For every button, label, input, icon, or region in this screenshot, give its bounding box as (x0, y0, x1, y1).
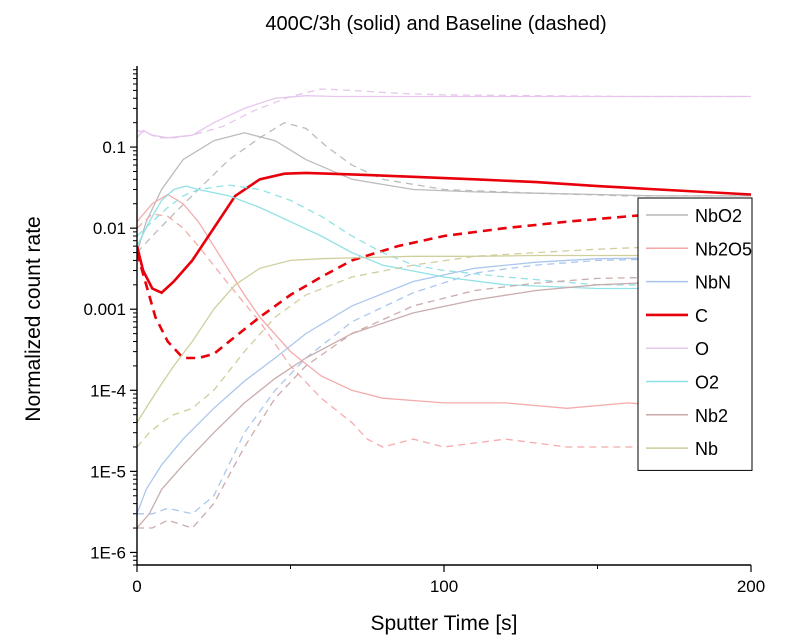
series-nbn-solid-line (137, 255, 751, 515)
legend-label-nb2: Nb2 (695, 406, 728, 426)
series-nb-solid-line (137, 254, 751, 423)
x-tick-label: 100 (430, 577, 458, 596)
legend-label-nbo2: NbO2 (695, 206, 742, 226)
series-nb2o5-dashed-line (137, 213, 751, 448)
legend-label-o: O (695, 339, 709, 359)
legend-label-c: C (695, 306, 708, 326)
y-tick-label: 0.001 (83, 300, 126, 319)
legend-label-nb2o5: Nb2O5 (695, 239, 752, 259)
series-c-solid-line (137, 171, 751, 295)
series-nb2-solid-line (137, 277, 751, 529)
chart-title: 400C/3h (solid) and Baseline (dashed) (265, 13, 606, 35)
y-tick-label: 1E-4 (90, 381, 126, 400)
x-tick-label: 200 (737, 577, 765, 596)
series-o2-dashed-line (137, 184, 751, 286)
series-o-solid-line (137, 95, 751, 139)
legend-box (637, 197, 753, 471)
y-tick-label: 0.1 (102, 138, 126, 157)
axes-layer: 0 100 200 1E-6 1E-5 1E-4 0.001 0.01 0.1 (83, 66, 765, 596)
series-nb-dashed-line (137, 242, 751, 448)
legend: NbO2 Nb2O5 NbN CO O2 Nb2 Nb (637, 197, 753, 471)
y-tick-label: 1E-5 (90, 462, 126, 481)
legend-label-nb: Nb (695, 439, 718, 459)
series-layer (137, 88, 751, 529)
series-nb2-dashed-line (137, 274, 751, 529)
series-o2-solid-line (137, 185, 751, 290)
y-axis-label: Normalized count rate (22, 216, 45, 421)
x-tick-label: 0 (132, 577, 141, 596)
series-nbo2-solid-line (137, 132, 751, 253)
legend-label-o2: O2 (695, 373, 719, 393)
series-c-dashed-line (137, 208, 751, 360)
legend-label-nbn: NbN (695, 273, 731, 293)
y-tick-label: 1E-6 (90, 543, 126, 562)
series-nb2o5-solid-line (137, 193, 751, 409)
y-tick-label: 0.01 (93, 219, 126, 238)
x-axis-label: Sputter Time [s] (370, 612, 517, 635)
